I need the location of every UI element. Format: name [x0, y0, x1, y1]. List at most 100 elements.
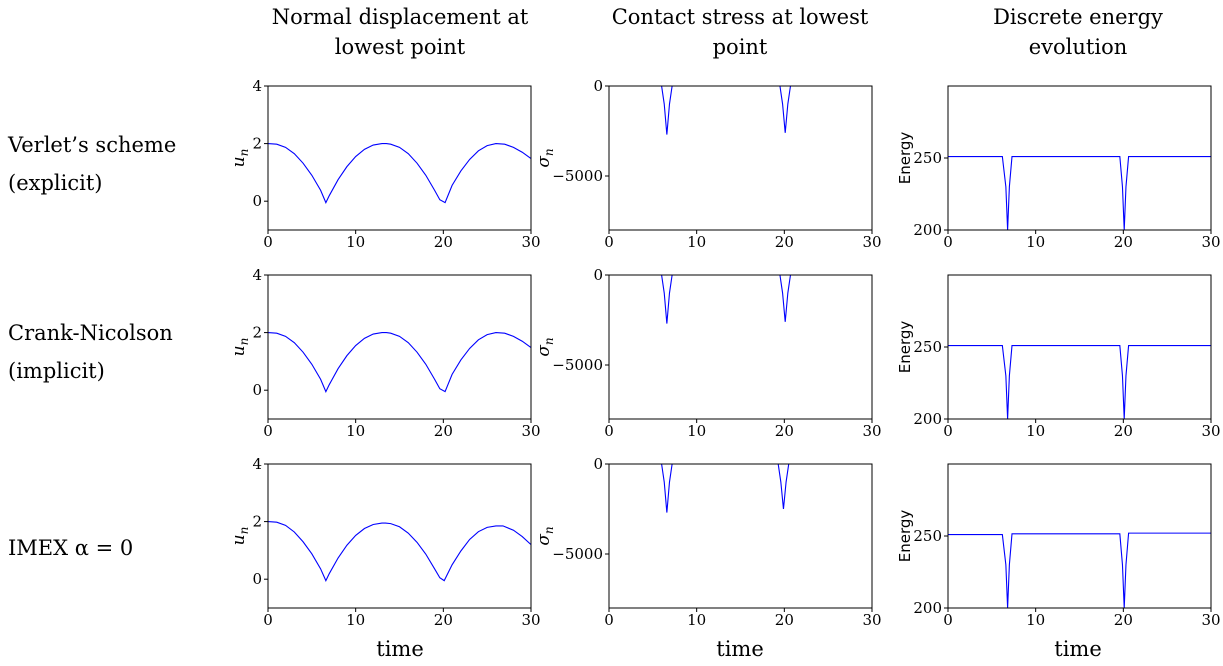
x-tick-label: 10: [687, 422, 706, 440]
x-tick-label: 20: [434, 233, 453, 251]
x-tick-label: 0: [943, 611, 953, 629]
column-title-energy-line2: evolution: [1029, 35, 1128, 59]
y-tick-label: 2: [252, 135, 262, 153]
y-tick-label: 0: [252, 570, 262, 588]
series-line: [609, 463, 872, 513]
plot-frame: [947, 274, 1212, 420]
column-title-energy: Discrete energy: [993, 5, 1163, 29]
x-tick-label: 0: [604, 233, 614, 251]
x-tick-label: 20: [1114, 233, 1133, 251]
panel-r0-c0: 0 10 20 30 0 2 4 un: [229, 77, 541, 251]
x-tick-label: 20: [775, 422, 794, 440]
x-tick-label: 10: [346, 422, 365, 440]
row-label-verlet: Verlet’s scheme: [7, 133, 176, 157]
y-axis-label: un: [229, 149, 251, 168]
y-tick-label: 0: [252, 192, 262, 210]
y-tick-label: 250: [913, 338, 942, 356]
y-tick-label: −5000: [552, 356, 603, 374]
x-tick-label: 30: [1201, 611, 1220, 629]
y-tick-label: 2: [252, 513, 262, 531]
x-tick-label: 30: [521, 233, 540, 251]
x-tick-label: 0: [263, 422, 273, 440]
xlabel-col2: time: [716, 637, 764, 661]
x-tick-label: 10: [687, 611, 706, 629]
series-line: [267, 332, 532, 393]
y-axis-label-subscript: n: [237, 527, 251, 535]
y-tick-label: 2: [252, 324, 262, 342]
x-tick-label: 20: [434, 422, 453, 440]
x-tick-label: 20: [775, 233, 794, 251]
plot-frame: [608, 85, 873, 231]
series-line: [948, 156, 1211, 231]
plot-frame: [947, 463, 1212, 609]
y-tick-label: 200: [913, 221, 942, 239]
y-tick-label: 200: [913, 410, 942, 428]
x-tick-label: 0: [943, 422, 953, 440]
x-tick-label: 30: [862, 422, 881, 440]
series-line: [267, 143, 532, 204]
x-tick-label: 10: [346, 233, 365, 251]
series-line: [948, 532, 1211, 609]
x-tick-label: 20: [1114, 422, 1133, 440]
y-tick-label: 0: [593, 266, 603, 284]
y-axis-label-base: σ: [534, 534, 554, 546]
row-label-crank-nicolson: Crank-Nicolson: [8, 321, 173, 345]
series-line: [609, 85, 872, 135]
x-tick-label: 30: [1201, 422, 1220, 440]
y-tick-label: 0: [593, 77, 603, 95]
x-tick-label: 10: [1026, 611, 1045, 629]
column-title-displacement: Normal displacement at: [272, 5, 529, 29]
row-label-crank-nicolson-line2: (implicit): [8, 359, 105, 383]
y-tick-label: 200: [913, 599, 942, 617]
x-tick-label: 0: [604, 422, 614, 440]
xlabel-col3: time: [1054, 637, 1102, 661]
y-tick-label: 4: [252, 77, 262, 95]
y-axis-label-subscript: n: [237, 149, 251, 157]
plot-frame: [608, 463, 873, 609]
plot-frame: [267, 274, 532, 420]
x-tick-label: 30: [1201, 233, 1220, 251]
plot-frame: [267, 463, 532, 609]
y-axis-label-subscript: n: [542, 526, 556, 534]
x-tick-label: 20: [1114, 611, 1133, 629]
x-tick-label: 10: [346, 611, 365, 629]
panel-r1-c0: 0 10 20 30 0 2 4 un: [229, 266, 541, 440]
y-axis-label: σn: [534, 337, 556, 356]
series-line: [609, 274, 872, 324]
y-tick-label: 250: [913, 527, 942, 545]
column-title-stress: Contact stress at lowest: [612, 5, 869, 29]
plot-frame: [947, 85, 1212, 231]
y-axis-label: σn: [534, 526, 556, 545]
column-title-displacement-line2: lowest point: [335, 35, 466, 59]
y-tick-label: 4: [252, 266, 262, 284]
x-tick-label: 0: [604, 611, 614, 629]
x-tick-label: 0: [943, 233, 953, 251]
y-axis-label: Energy: [896, 510, 914, 563]
y-tick-label: −5000: [552, 167, 603, 185]
series-line: [267, 521, 532, 582]
y-axis-label-subscript: n: [237, 338, 251, 346]
y-axis-label: un: [229, 338, 251, 357]
row-label-imex: IMEX α = 0: [8, 536, 133, 560]
x-tick-label: 10: [1026, 422, 1045, 440]
x-tick-label: 30: [521, 611, 540, 629]
row-label-verlet-line2: (explicit): [8, 171, 102, 195]
y-tick-label: 4: [252, 455, 262, 473]
y-axis-label: Energy: [896, 321, 914, 374]
x-tick-label: 0: [263, 611, 273, 629]
series-line: [948, 345, 1211, 420]
column-title-stress-line2: point: [713, 35, 768, 59]
panel-r2-c0: 0 10 20 30 0 2 4 un: [229, 455, 541, 629]
x-tick-label: 30: [862, 233, 881, 251]
y-axis-label: σn: [534, 148, 556, 167]
y-axis-label-base: u: [229, 534, 249, 545]
x-tick-label: 10: [1026, 233, 1045, 251]
y-axis-label-base: σ: [534, 156, 554, 168]
x-tick-label: 10: [687, 233, 706, 251]
plot-frame: [608, 274, 873, 420]
